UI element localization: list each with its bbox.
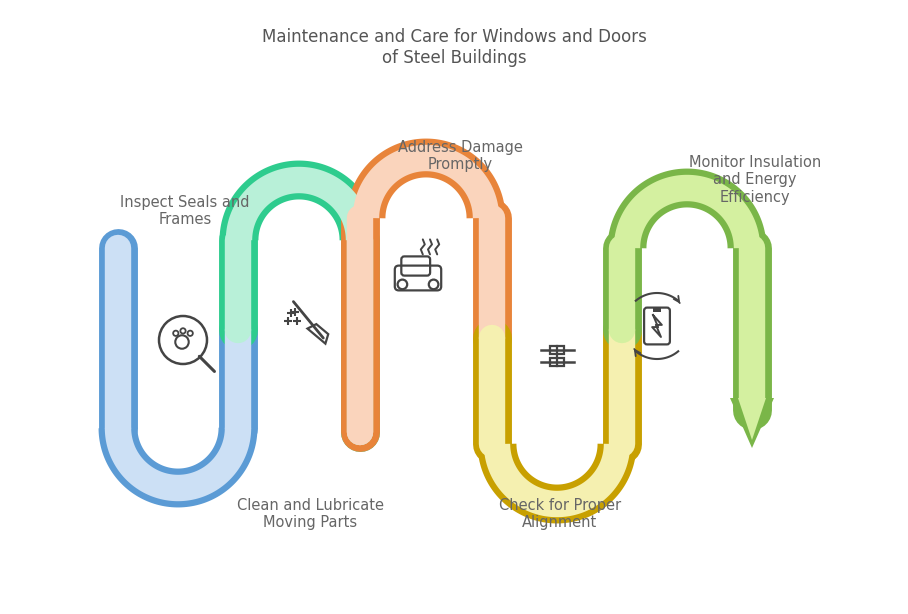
Polygon shape	[730, 398, 774, 448]
Text: Clean and Lubricate
Moving Parts: Clean and Lubricate Moving Parts	[236, 498, 383, 530]
Text: Inspect Seals and
Frames: Inspect Seals and Frames	[120, 195, 250, 227]
Polygon shape	[738, 398, 766, 440]
Text: Monitor Insulation
and Energy
Efficiency: Monitor Insulation and Energy Efficiency	[689, 155, 821, 205]
Bar	[550, 346, 564, 354]
Circle shape	[429, 279, 439, 289]
Text: Check for Proper
Alignment: Check for Proper Alignment	[498, 498, 621, 530]
Text: Address Damage
Promptly: Address Damage Promptly	[398, 140, 522, 173]
Text: Maintenance and Care for Windows and Doors
of Steel Buildings: Maintenance and Care for Windows and Doo…	[262, 28, 646, 67]
Bar	[550, 359, 564, 366]
Circle shape	[398, 279, 407, 289]
Bar	[653, 307, 661, 311]
